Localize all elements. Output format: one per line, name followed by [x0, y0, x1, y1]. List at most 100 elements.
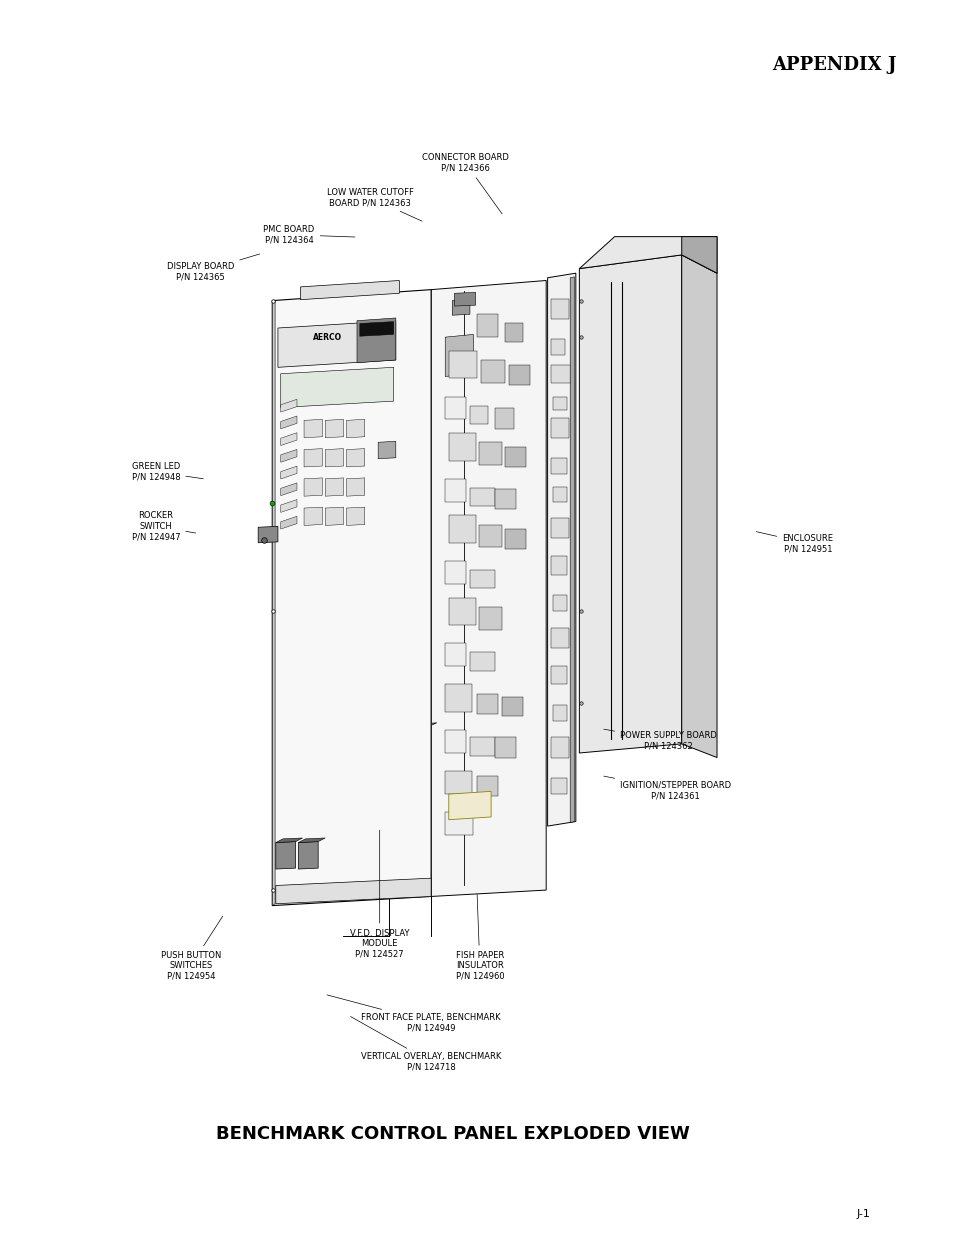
Polygon shape	[551, 666, 566, 684]
Polygon shape	[280, 450, 296, 462]
Polygon shape	[551, 519, 568, 538]
Polygon shape	[448, 598, 476, 625]
Polygon shape	[551, 338, 564, 356]
Polygon shape	[578, 254, 681, 753]
Text: FISH PAPER
INSULATOR
P/N 124960: FISH PAPER INSULATOR P/N 124960	[456, 894, 503, 981]
Polygon shape	[445, 396, 466, 420]
Text: IGNITION/STEPPER BOARD
P/N 124361: IGNITION/STEPPER BOARD P/N 124361	[603, 776, 730, 800]
Polygon shape	[325, 420, 343, 437]
Polygon shape	[280, 516, 296, 529]
Polygon shape	[346, 508, 364, 525]
Polygon shape	[346, 478, 364, 496]
Polygon shape	[280, 432, 296, 446]
Polygon shape	[445, 813, 473, 835]
Polygon shape	[280, 367, 394, 408]
Polygon shape	[325, 448, 343, 467]
Polygon shape	[470, 737, 494, 756]
Polygon shape	[494, 409, 514, 429]
Polygon shape	[501, 698, 522, 715]
Polygon shape	[508, 364, 530, 384]
Polygon shape	[275, 841, 295, 869]
Text: ENCLOSURE
P/N 124951: ENCLOSURE P/N 124951	[756, 532, 832, 553]
Polygon shape	[445, 684, 472, 711]
Polygon shape	[377, 441, 395, 458]
Text: FRONT FACE PLATE, BENCHMARK
P/N 124949: FRONT FACE PLATE, BENCHMARK P/N 124949	[327, 995, 500, 1032]
Polygon shape	[445, 479, 466, 501]
Polygon shape	[277, 321, 395, 367]
Polygon shape	[494, 489, 516, 509]
Polygon shape	[275, 839, 302, 842]
Polygon shape	[470, 488, 494, 506]
Polygon shape	[304, 448, 322, 467]
Polygon shape	[478, 442, 501, 466]
Polygon shape	[505, 529, 526, 550]
Polygon shape	[578, 237, 717, 273]
Polygon shape	[356, 317, 395, 363]
Polygon shape	[570, 277, 574, 823]
Polygon shape	[553, 487, 567, 501]
Polygon shape	[346, 420, 364, 437]
Polygon shape	[258, 526, 277, 543]
Polygon shape	[280, 399, 296, 412]
Polygon shape	[470, 652, 494, 671]
Text: PMC BOARD
P/N 124364: PMC BOARD P/N 124364	[263, 225, 355, 245]
Polygon shape	[272, 290, 431, 905]
Polygon shape	[681, 237, 717, 273]
Polygon shape	[304, 508, 322, 525]
Polygon shape	[553, 396, 567, 410]
Polygon shape	[448, 351, 476, 378]
Polygon shape	[551, 299, 568, 319]
Polygon shape	[505, 324, 522, 342]
Polygon shape	[553, 595, 567, 611]
Polygon shape	[325, 508, 343, 525]
Text: DISPLAY BOARD
P/N 124365: DISPLAY BOARD P/N 124365	[167, 254, 259, 282]
Polygon shape	[448, 515, 476, 543]
Text: CONNECTOR BOARD
P/N 124366: CONNECTOR BOARD P/N 124366	[421, 153, 509, 214]
Polygon shape	[445, 771, 472, 794]
Polygon shape	[551, 364, 570, 383]
Polygon shape	[280, 483, 296, 495]
Polygon shape	[300, 280, 399, 300]
Polygon shape	[431, 280, 546, 897]
Polygon shape	[454, 293, 476, 306]
Polygon shape	[551, 737, 568, 757]
Polygon shape	[445, 643, 466, 666]
Text: AERCO: AERCO	[313, 333, 341, 342]
Polygon shape	[476, 694, 497, 714]
Polygon shape	[551, 557, 566, 574]
Polygon shape	[448, 792, 491, 820]
Polygon shape	[476, 314, 497, 337]
Text: V.F.D. DISPLAY
MODULE
P/N 124527: V.F.D. DISPLAY MODULE P/N 124527	[350, 830, 409, 958]
Polygon shape	[452, 300, 470, 315]
Polygon shape	[470, 571, 494, 588]
Text: LOW WATER CUTOFF
BOARD P/N 124363: LOW WATER CUTOFF BOARD P/N 124363	[326, 188, 421, 221]
Text: APPENDIX J: APPENDIX J	[772, 56, 896, 74]
Polygon shape	[476, 776, 497, 795]
Polygon shape	[304, 420, 322, 437]
Polygon shape	[389, 722, 436, 730]
Polygon shape	[445, 730, 466, 753]
Polygon shape	[346, 448, 364, 467]
Text: J-1: J-1	[856, 1209, 869, 1219]
Polygon shape	[551, 417, 568, 437]
Text: POWER SUPPLY BOARD
P/N 124362: POWER SUPPLY BOARD P/N 124362	[603, 729, 717, 751]
Polygon shape	[551, 778, 566, 794]
Polygon shape	[280, 416, 296, 429]
Polygon shape	[298, 841, 318, 869]
Polygon shape	[505, 447, 526, 467]
Text: ROCKER
SWITCH
P/N 124947: ROCKER SWITCH P/N 124947	[132, 511, 195, 541]
Text: BENCHMARK CONTROL PANEL EXPLODED VIEW: BENCHMARK CONTROL PANEL EXPLODED VIEW	[216, 1125, 689, 1142]
Text: GREEN LED
P/N 124948: GREEN LED P/N 124948	[132, 462, 203, 482]
Polygon shape	[272, 300, 274, 905]
Polygon shape	[448, 433, 476, 461]
Text: PUSH BUTTON
SWITCHES
P/N 124954: PUSH BUTTON SWITCHES P/N 124954	[160, 916, 222, 981]
Polygon shape	[298, 839, 325, 842]
Polygon shape	[478, 525, 501, 547]
Polygon shape	[275, 878, 431, 904]
Polygon shape	[325, 478, 343, 496]
Polygon shape	[280, 466, 296, 479]
Polygon shape	[445, 561, 466, 584]
Polygon shape	[494, 737, 516, 757]
Polygon shape	[547, 273, 576, 826]
Polygon shape	[359, 321, 394, 336]
